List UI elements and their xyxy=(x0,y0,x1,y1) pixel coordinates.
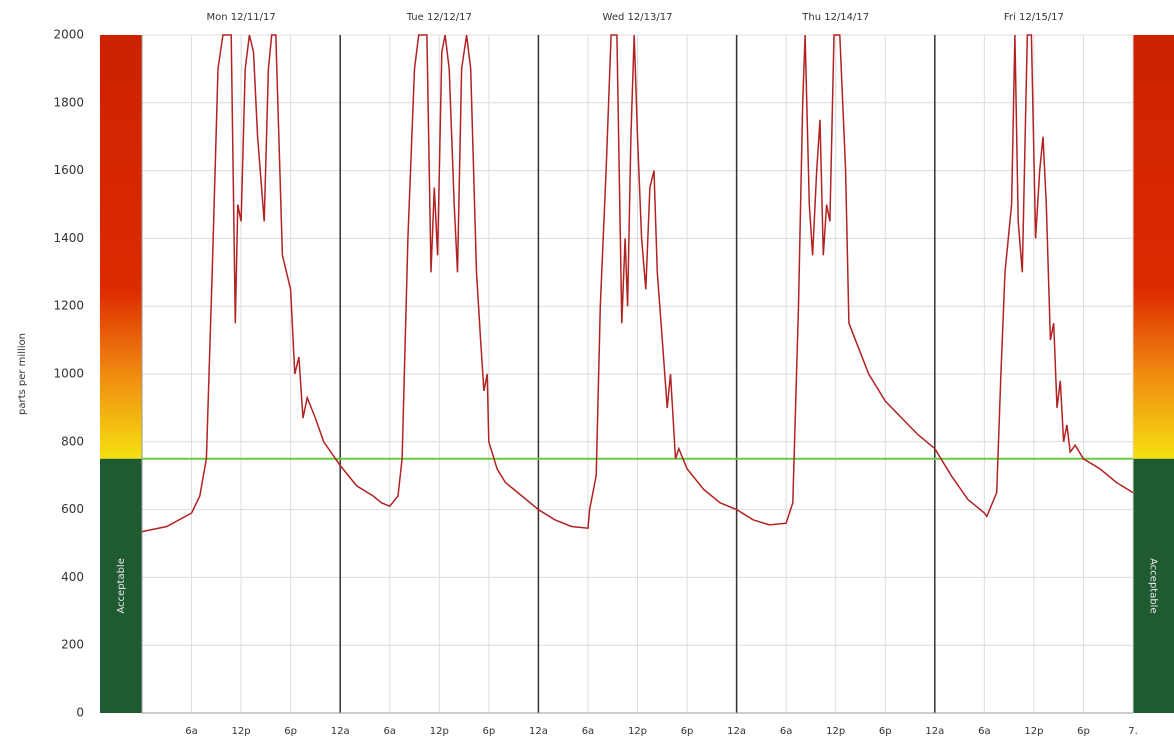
y-tick-label: 2000 xyxy=(53,28,84,42)
x-tick-label: 6p xyxy=(879,726,892,737)
x-tick-label: 12p xyxy=(826,726,845,737)
x-tick-label: 6p xyxy=(1077,726,1090,737)
day-label: Wed 12/13/17 xyxy=(603,12,673,23)
x-tick-label: 12a xyxy=(331,726,350,737)
band-label: Acceptable xyxy=(116,558,127,614)
x-tick-label: 12a xyxy=(529,726,548,737)
y-axis-label: parts per million xyxy=(17,333,28,415)
y-tick-label: 1200 xyxy=(53,299,84,313)
day-label: Tue 12/12/17 xyxy=(406,12,472,23)
y-tick-label: 800 xyxy=(61,434,84,448)
y-tick-label: 1800 xyxy=(53,95,84,109)
x-tick-label: 12p xyxy=(430,726,449,737)
y-tick-label: 1600 xyxy=(53,163,84,177)
x-tick-label: 12p xyxy=(628,726,647,737)
x-tick-label: 12p xyxy=(232,726,251,737)
x-tick-label: 6p xyxy=(681,726,694,737)
x-tick-label: 6p xyxy=(284,726,297,737)
x-tick-label: 12p xyxy=(1024,726,1043,737)
x-tick-label: 6a xyxy=(185,726,198,737)
x-tick-label: 6a xyxy=(780,726,793,737)
x-tick-label: 12a xyxy=(727,726,746,737)
day-label: Thu 12/14/17 xyxy=(801,12,869,23)
warning-band xyxy=(1133,35,1174,459)
y-tick-label: 1000 xyxy=(53,367,84,381)
x-tick-label: 6a xyxy=(978,726,991,737)
y-tick-label: 400 xyxy=(61,570,84,584)
acceptable-band xyxy=(100,458,142,713)
x-tick-label: 6a xyxy=(582,726,595,737)
y-tick-label: 0 xyxy=(76,706,84,720)
y-tick-label: 200 xyxy=(61,638,84,652)
x-tick-label: 12a xyxy=(925,726,944,737)
day-label: Mon 12/11/17 xyxy=(207,12,276,23)
x-tick-label: 6a xyxy=(384,726,397,737)
data-line xyxy=(141,34,1134,533)
y-tick-label: 600 xyxy=(61,502,84,516)
warning-band xyxy=(100,35,142,459)
x-tick-label: 7. xyxy=(1128,726,1138,737)
acceptable-band xyxy=(1133,458,1174,713)
y-tick-label: 1400 xyxy=(53,231,84,245)
x-tick-label: 6p xyxy=(482,726,495,737)
day-label: Fri 12/15/17 xyxy=(1004,12,1064,23)
band-label: Acceptable xyxy=(1148,558,1159,614)
